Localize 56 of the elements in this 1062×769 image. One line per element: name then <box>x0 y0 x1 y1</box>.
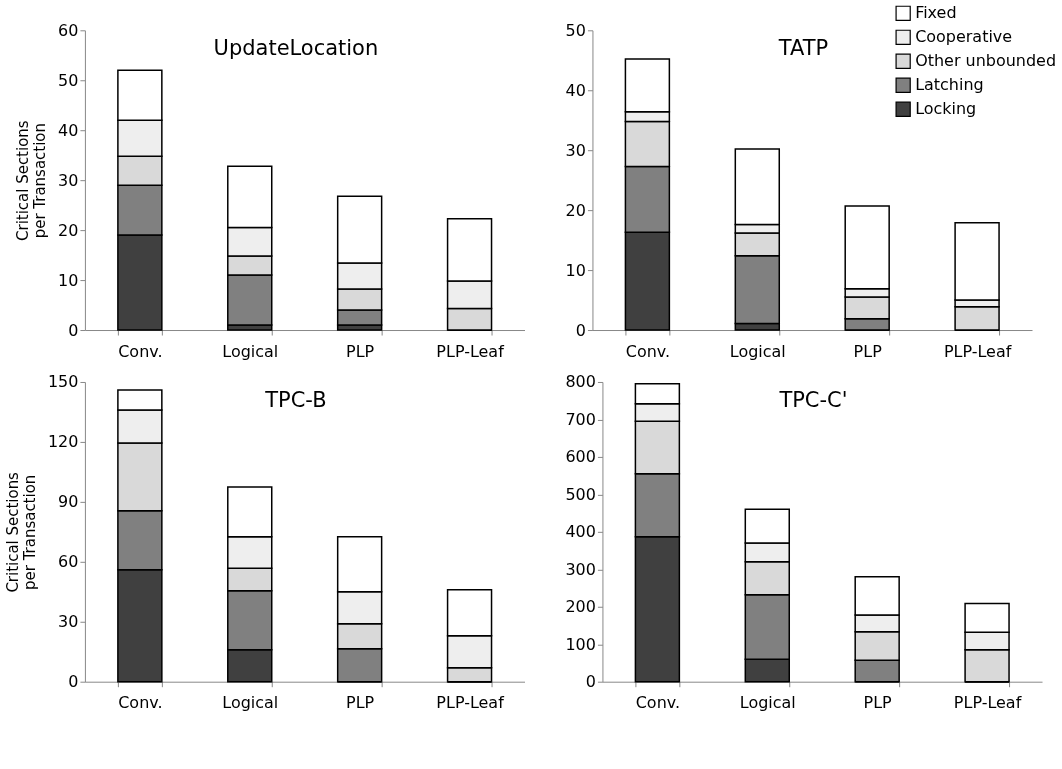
y-tick-label: 300 <box>565 559 596 579</box>
y-tick-label: 50 <box>565 20 586 40</box>
x-tick-label: Logical <box>222 693 279 713</box>
x-tick-label: PLP <box>346 341 375 361</box>
x-tick-label: PLP-Leaf <box>943 341 1012 361</box>
y-tick-label: 500 <box>565 484 596 504</box>
x-tick-label: Conv. <box>118 693 163 713</box>
y-tick-label: 40 <box>58 120 79 140</box>
y-tick-label: 10 <box>565 260 586 280</box>
legend-label: Other unbounded <box>915 51 1057 71</box>
y-tick-label: 30 <box>58 612 79 632</box>
chart-title: TPC-B <box>264 387 327 412</box>
x-tick-label: Logical <box>222 341 279 361</box>
y-tick-label: 90 <box>58 492 79 512</box>
y-tick-label: 30 <box>565 140 586 160</box>
x-tick-label: PLP-Leaf <box>436 341 505 361</box>
y-tick-label: 60 <box>58 552 79 572</box>
legend-label: Locking <box>915 99 977 119</box>
x-tick-label: PLP-Leaf <box>953 693 1022 713</box>
y-tick-label: 0 <box>585 672 596 692</box>
y-tick-label: 100 <box>565 634 596 654</box>
y-tick-label: 10 <box>58 270 79 290</box>
x-tick-label: PLP <box>346 693 375 713</box>
x-tick-label: Conv. <box>635 693 681 713</box>
x-tick-label: Conv. <box>625 341 671 361</box>
y-tick-label: 120 <box>47 432 79 452</box>
x-tick-label: PLP <box>863 693 893 713</box>
y-tick-label: 0 <box>575 320 586 340</box>
chart-title: TPC-C' <box>778 387 848 412</box>
x-tick-label: Logical <box>739 693 796 713</box>
y-tick-label: 0 <box>68 320 79 340</box>
y-tick-label: 30 <box>58 170 79 190</box>
y-axis-title: Critical Sections per Transaction <box>14 120 50 241</box>
legend-label: Latching <box>915 75 984 95</box>
y-tick-label: 700 <box>565 409 596 429</box>
y-tick-label: 0 <box>68 672 79 692</box>
y-tick-label: 800 <box>565 372 596 392</box>
y-tick-label: 600 <box>565 447 596 467</box>
y-tick-label: 20 <box>58 220 79 240</box>
chart-title: TATP <box>777 36 829 61</box>
y-tick-label: 150 <box>47 372 79 392</box>
bar <box>954 305 1000 331</box>
y-axis-title: Critical Sections per Transaction <box>3 471 39 593</box>
y-tick-label: 60 <box>58 20 79 40</box>
legend-label: Fixed <box>915 3 957 23</box>
x-tick-label: Logical <box>729 341 786 361</box>
y-tick-label: 20 <box>565 200 586 220</box>
x-tick-label: Conv. <box>118 341 163 361</box>
y-tick-label: 200 <box>565 597 596 617</box>
x-tick-label: PLP-Leaf <box>436 693 505 713</box>
legend-label: Cooperative <box>915 27 1013 47</box>
chart-title: UpdateLocation <box>213 36 379 61</box>
y-tick-label: 400 <box>565 522 596 542</box>
y-tick-label: 50 <box>58 70 79 90</box>
y-tick-label: 40 <box>565 80 586 100</box>
x-tick-label: PLP <box>853 341 883 361</box>
